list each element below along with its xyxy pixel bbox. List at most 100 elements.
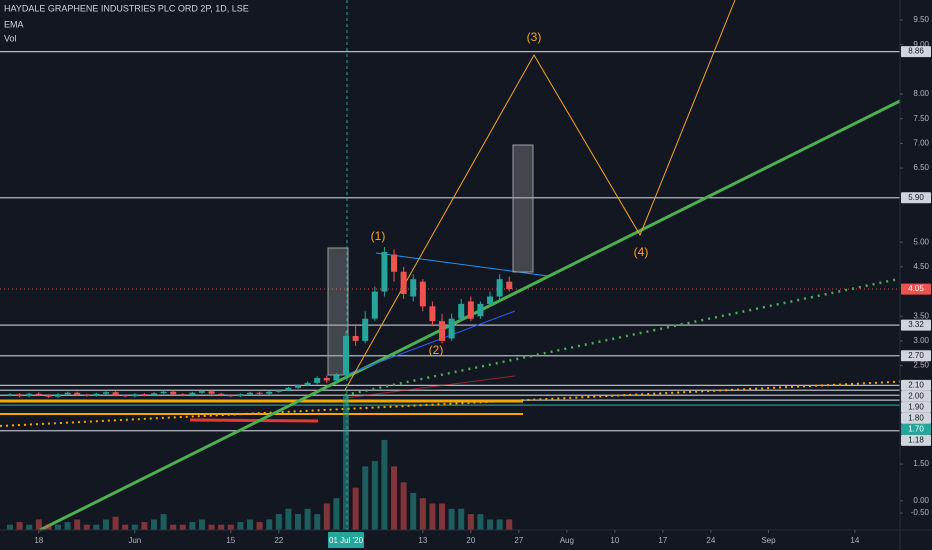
volume-bar	[477, 514, 484, 530]
y-tick-label: 6.50	[913, 163, 929, 172]
price-tag	[901, 379, 931, 391]
candle-body	[487, 296, 494, 304]
volume-bar	[295, 514, 302, 530]
volume-bar	[64, 522, 71, 530]
volume-bar	[102, 519, 109, 530]
candle-body	[333, 375, 340, 381]
x-tick-label: 24	[706, 536, 715, 545]
candle-body	[352, 335, 359, 341]
candle-body	[141, 394, 148, 396]
candle-body	[429, 306, 436, 322]
price-tag-label: 5.90	[908, 193, 924, 202]
volume-bar	[352, 487, 359, 530]
volume-bar	[170, 524, 177, 530]
range-box	[327, 247, 349, 376]
y-tick-label: 9.00	[913, 40, 929, 49]
y-tick-label: 5.00	[913, 237, 929, 246]
y-tick-label: 2.50	[913, 361, 929, 370]
volume-bar	[275, 514, 282, 530]
candle-body	[419, 281, 426, 307]
wave-label: (1)	[371, 229, 386, 243]
volume-bar	[400, 482, 407, 530]
y-tick-label: 7.00	[913, 139, 929, 148]
volume-bar	[391, 466, 398, 530]
volume-bar	[285, 508, 292, 530]
volume-bar	[74, 519, 81, 530]
volume-bar	[496, 519, 503, 530]
volume-bar	[410, 492, 417, 530]
candle-body	[506, 281, 513, 290]
candle-body	[189, 392, 196, 396]
candle-body	[477, 303, 484, 317]
candle-body	[45, 395, 52, 397]
candle-body	[343, 335, 350, 376]
x-tick-label: 20	[466, 536, 475, 545]
volume-bar	[487, 519, 494, 530]
price-tag	[901, 192, 931, 204]
wave-label: (4)	[634, 245, 649, 259]
candle-body	[256, 392, 263, 394]
candle-body	[112, 392, 119, 396]
candle-body	[35, 393, 42, 396]
candle-body	[362, 318, 369, 341]
volume-bar	[93, 524, 100, 530]
symbol-title: HAYDALE GRAPHENE INDUSTRIES PLC ORD 2P, …	[4, 3, 249, 13]
x-tick-label: Aug	[560, 536, 574, 545]
volume-bar	[54, 524, 61, 530]
candle-body	[54, 394, 61, 397]
volume-bar	[256, 522, 263, 530]
volume-bar	[323, 503, 330, 530]
volume-bar	[314, 514, 321, 530]
y-tick-label: 9.50	[913, 15, 929, 24]
candle-body	[314, 377, 321, 383]
x-tick-label: 10	[610, 536, 619, 545]
candle-body	[151, 393, 158, 396]
indicator[interactable]: Vol	[4, 33, 17, 43]
volume-bar	[381, 439, 388, 530]
price-tag-label: 2.00	[908, 391, 924, 400]
x-tick-label: 14	[850, 536, 859, 545]
price-tag	[901, 283, 931, 295]
volume-bar	[467, 514, 474, 530]
candle-body	[83, 394, 90, 396]
candle-body	[199, 391, 206, 393]
y-tick-label: 7.50	[913, 114, 929, 123]
candle-body	[448, 318, 455, 339]
x-tick-label: 17	[658, 536, 667, 545]
candle-body	[237, 394, 244, 397]
volume	[6, 394, 513, 530]
volume-bar	[458, 508, 465, 530]
candle-body	[458, 303, 465, 319]
candle-body	[266, 391, 273, 394]
volume-bar	[304, 508, 311, 530]
volume-bar	[362, 466, 369, 530]
volume-bar	[6, 524, 13, 530]
volume-bar	[26, 524, 33, 530]
candle-body	[410, 279, 417, 297]
crosshair-label: 01 Jul '20	[329, 536, 364, 545]
price-tag	[901, 390, 931, 402]
volume-bar	[448, 508, 455, 530]
candle-body	[170, 391, 177, 395]
x-tick-label: Sep	[761, 536, 776, 545]
candle-body	[74, 392, 81, 395]
volume-bar	[189, 522, 196, 530]
wave-label: (3)	[527, 30, 542, 44]
volume-bar	[419, 498, 426, 530]
candle-body	[391, 254, 398, 272]
axes: 9.50 9.00 8.00 7.50 7.00 6.50 5.00 4.50 3.50 3.00…	[34, 15, 931, 548]
price-tag-label: 1.70	[908, 424, 924, 433]
volume-bar	[179, 524, 186, 530]
indicator[interactable]: EMA	[4, 19, 24, 29]
candle-body	[218, 393, 225, 396]
volume-bar	[371, 461, 378, 530]
x-tick-label: Jun	[128, 536, 141, 545]
x-tick-label: 15	[226, 536, 235, 545]
candle-body	[208, 391, 215, 394]
candle-body	[371, 291, 378, 319]
price-tag	[901, 412, 931, 424]
y2-tick-label: -0.50	[911, 508, 930, 517]
volume-bar	[227, 524, 234, 530]
candle-body	[285, 387, 292, 391]
candle-body	[26, 393, 33, 397]
